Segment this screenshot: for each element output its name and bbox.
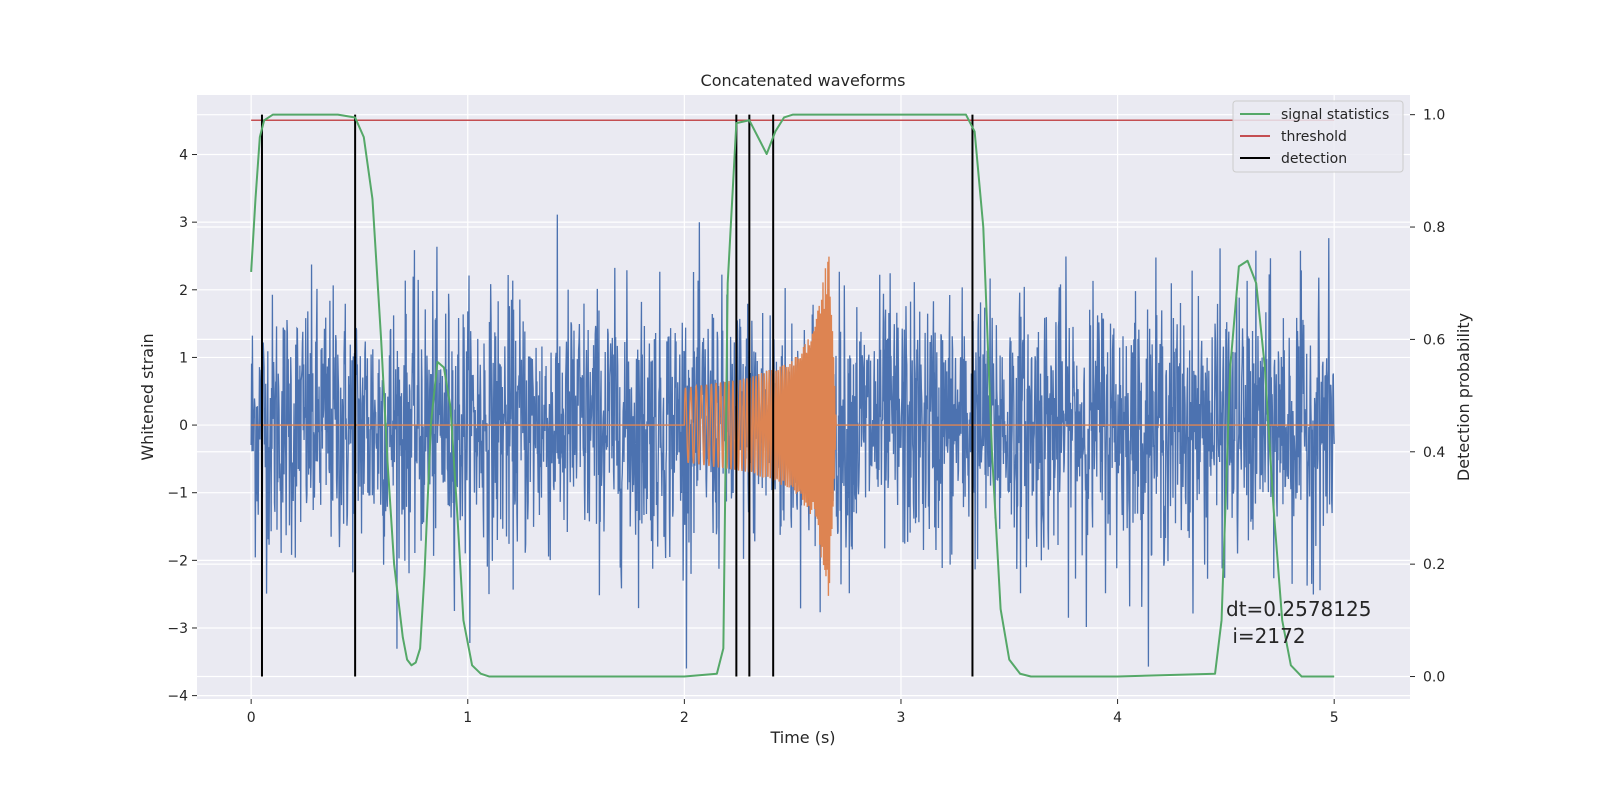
legend-label-threshold: threshold — [1281, 129, 1347, 145]
x-tick-label: 3 — [897, 710, 906, 726]
y-right-tick-label: 0.0 — [1423, 670, 1445, 686]
signal-statistics-path — [250, 113, 1335, 678]
y-left-tick-label: −2 — [167, 553, 188, 569]
x-tick-label: 0 — [247, 710, 256, 726]
detection-lines — [260, 114, 974, 677]
annotation-dt: dt=0.2578125 — [1226, 597, 1371, 621]
x-tick-label: 1 — [463, 710, 472, 726]
legend-label-signal-statistics: signal statistics — [1281, 107, 1389, 123]
y-right-tick-label: 0.8 — [1423, 220, 1445, 236]
y-left-tick-label: −3 — [167, 621, 188, 637]
annotation-i: i=2172 — [1226, 624, 1306, 648]
legend-label-detection: detection — [1281, 151, 1347, 167]
x-axis-ticks: 0 1 2 3 4 5 — [247, 699, 1339, 726]
y-right-tick-label: 0.2 — [1423, 557, 1445, 573]
y-right-tick-label: 1.0 — [1423, 108, 1445, 124]
x-tick-label: 4 — [1113, 710, 1122, 726]
y-left-tick-label: 0 — [179, 418, 188, 434]
y-axis-left-label: Whitened strain — [138, 333, 157, 460]
y-right-tick-label: 0.6 — [1423, 332, 1445, 348]
y-left-tick-label: −4 — [167, 689, 188, 705]
y-left-tick-label: −1 — [167, 486, 188, 502]
x-tick-label: 5 — [1330, 710, 1339, 726]
y-left-tick-label: 3 — [179, 215, 188, 231]
x-tick-label: 2 — [680, 710, 689, 726]
y-axis-right-label: Detection probability — [1454, 313, 1473, 481]
y-left-tick-label: 2 — [179, 283, 188, 299]
y-left-axis-ticks: −4 −3 −2 −1 0 1 2 3 4 — [167, 148, 197, 705]
legend-box — [1232, 100, 1404, 173]
x-axis-label: Time (s) — [769, 728, 835, 747]
y-left-tick-label: 4 — [179, 148, 188, 164]
chart-title: Concatenated waveforms — [701, 71, 906, 90]
legend: signal statistics threshold detection — [1232, 100, 1404, 173]
signal-statistics-line — [250, 113, 1335, 678]
y-right-tick-label: 0.4 — [1423, 445, 1445, 461]
y-right-axis-ticks: 0.0 0.2 0.4 0.6 0.8 1.0 — [1410, 108, 1445, 686]
y-left-tick-label: 1 — [179, 350, 188, 366]
